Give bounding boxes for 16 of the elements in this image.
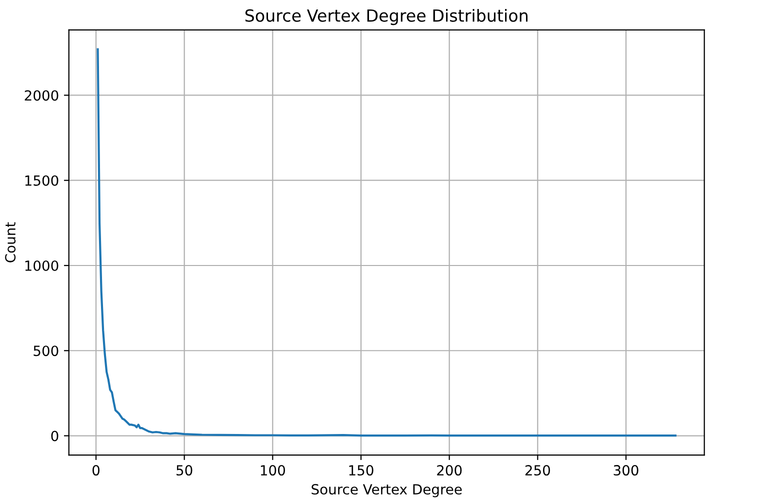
x-tick-label: 0 bbox=[92, 465, 100, 476]
x-axis-title: Source Vertex Degree bbox=[312, 484, 462, 498]
x-tick-label: 200 bbox=[437, 465, 462, 476]
x-tick-label: 100 bbox=[260, 465, 285, 476]
x-tick-label: 300 bbox=[614, 465, 638, 476]
chart-title: Source Vertex Degree Distribution bbox=[245, 8, 528, 26]
y-tick-label: 1500 bbox=[25, 175, 58, 186]
x-tick-label: 150 bbox=[349, 465, 374, 476]
x-tick-label: 50 bbox=[176, 465, 192, 476]
y-tick-label: 1000 bbox=[25, 260, 58, 271]
line-series bbox=[96, 48, 676, 437]
y-tick-label: 2000 bbox=[24, 90, 58, 101]
y-axis-title: Count bbox=[5, 222, 16, 262]
y-tick-label: 500 bbox=[34, 346, 58, 356]
x-tick-label: 250 bbox=[525, 465, 550, 476]
y-tick-label: 0 bbox=[51, 430, 58, 442]
